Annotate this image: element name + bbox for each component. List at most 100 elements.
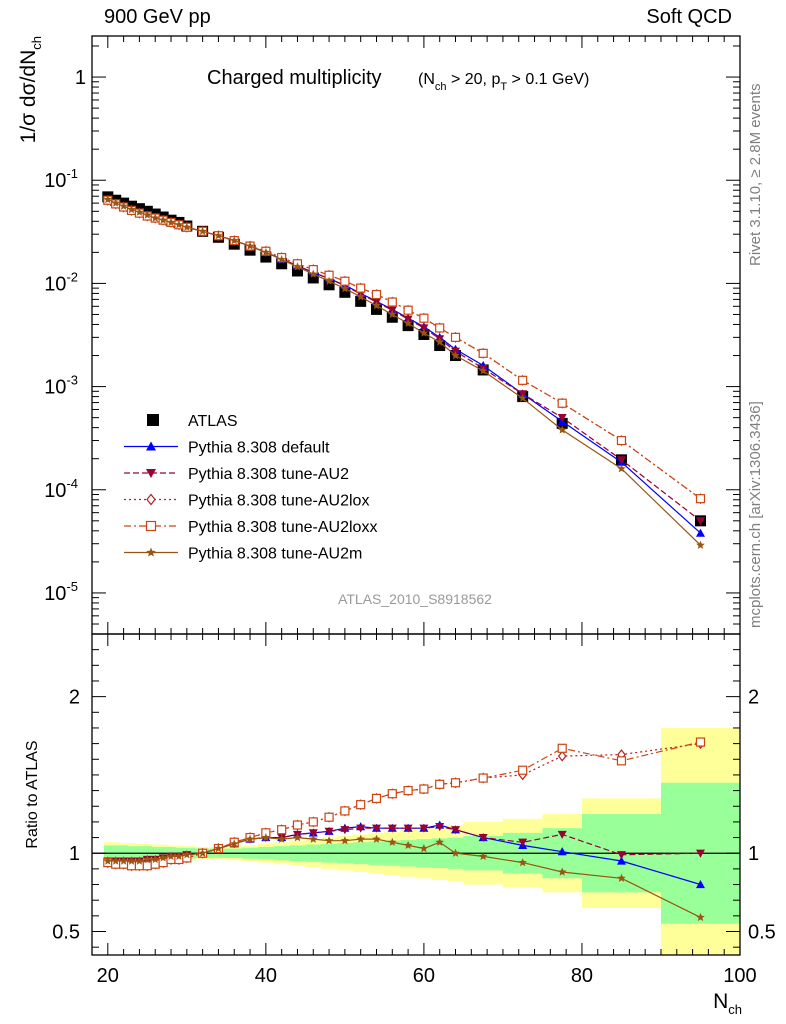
chart-subtitle: (Nch > 20, pT > 0.1 GeV) [418,71,589,93]
main-point-data [307,272,319,284]
main-point-au2m [557,425,567,434]
ratio-point-au2m [127,856,136,865]
main-point-au2m [372,301,381,310]
main-point-au2m [293,262,302,271]
ratio-point-au2m [143,855,152,864]
ratio-point-au2loxx [616,756,627,766]
main-point-au2 [616,456,626,465]
ratio-point-au2loxx [478,773,488,783]
ratio-y-axis-label: Ratio to ATLAS [24,740,41,848]
main-point-au2m [388,310,397,319]
main-point-au2m [518,393,527,402]
main-point-data [402,320,414,332]
ratio-point-au2 [557,830,567,839]
ratio-point-au2 [371,824,381,833]
ratio-point-au2m [478,851,488,860]
main-point-au2m [356,292,365,301]
ratio-point-au2loxx [356,800,366,810]
y-tick-label: 1 [75,67,86,89]
ratio-point-au2m [388,837,397,846]
legend-marker-data [147,414,159,426]
main-point-au2loxx [356,283,366,293]
ratio-point-au2m [696,912,705,922]
x-tick-label: 100 [723,965,756,987]
main-point-au2m [182,222,192,231]
main-point-au2m [435,337,444,346]
ratio-point-au2m [261,833,271,842]
main-point-au2m [214,231,223,240]
main-point-au2m [478,366,488,375]
main-point-au2loxx [340,276,350,286]
ratio-point-au2loxx [518,765,528,775]
ratio-point-au2m [340,836,350,845]
ratio-point-au2m [135,856,144,865]
main-series [102,191,706,549]
ratio-point-au2m [103,856,113,865]
ratio-point-au2 [518,838,528,847]
main-point-au2loxx [435,323,445,333]
ratio-y-tick-label-right: 1 [748,843,759,865]
main-point-au2m [309,269,318,278]
ratio-frame [91,633,741,956]
main-point-au2m [150,213,160,222]
ratio-point-au2m [182,850,192,859]
legend-label-au2m: Pythia 8.308 tune-AU2m [188,546,362,563]
ratio-point-au2m [230,839,239,848]
main-point-au2m [119,201,128,210]
main-point-au2m [135,207,144,216]
process-label: Soft QCD [646,6,732,28]
ratio-point-au2m [111,856,120,865]
ratio-point-au2m [419,844,429,853]
ratio-point-au2loxx [292,820,303,830]
ratio-point-au2 [435,823,445,832]
ratio-point-au2loxx [403,785,413,796]
energy-label: 900 GeV pp [104,6,211,28]
ratio-point-au2m [198,848,207,857]
ratio-point-au2 [356,824,366,833]
ratio-point-au2m [403,840,413,849]
legend-marker-au2m [146,547,156,557]
y-tick-label: 10-4 [44,476,78,502]
ratio-point-au2m [309,834,318,843]
main-point-au2m [419,328,429,337]
main-point-data [355,295,367,307]
y-tick-label: 10-5 [44,579,78,605]
main-point-au2loxx [616,435,627,446]
main-point-au2m [696,540,705,549]
ratio-y-tick-label-right: 2 [748,687,759,709]
main-point-au2 [557,414,567,423]
main-point-au2m [158,215,168,224]
ratio-point-au2m [158,853,168,862]
legend-marker-au2 [146,469,156,478]
ratio-point-au2m [166,851,176,860]
main-point-data [370,303,382,315]
main-point-au2 [695,517,705,526]
ratio-point-au2m [174,851,184,860]
main-point-data [291,265,303,277]
main-point-au2loxx [557,398,567,408]
ratio-point-au2m [293,833,302,842]
main-point-au2m [174,220,184,229]
legend-label-au2loxx: Pythia 8.308 tune-AU2loxx [188,519,377,536]
main-point-au2m [403,318,413,327]
main-frame [91,35,741,635]
ratio-point-au2 [340,826,350,835]
main-point-au2m [245,241,255,250]
ratio-point-au2 [695,849,705,858]
ratio-point-au2m [372,834,381,843]
main-point-default [695,528,705,537]
main-point-data [339,286,351,298]
ratio-y-tick-label-right: 0.5 [748,922,776,944]
ratio-point-au2loxx [387,789,397,799]
main-point-au2m [198,226,207,235]
main-point-au2m [617,464,626,473]
ratio-point-default [616,856,626,865]
main-point-au2loxx [403,305,413,315]
ratio-point-au2m [324,836,334,845]
x-axis-label: Nch [713,990,742,1017]
ratio-y-tick-label-left: 2 [69,687,80,709]
ratio-point-au2m [277,834,286,843]
legend-label-au2: Pythia 8.308 tune-AU2 [188,466,349,483]
x-tick-label: 20 [97,965,119,987]
